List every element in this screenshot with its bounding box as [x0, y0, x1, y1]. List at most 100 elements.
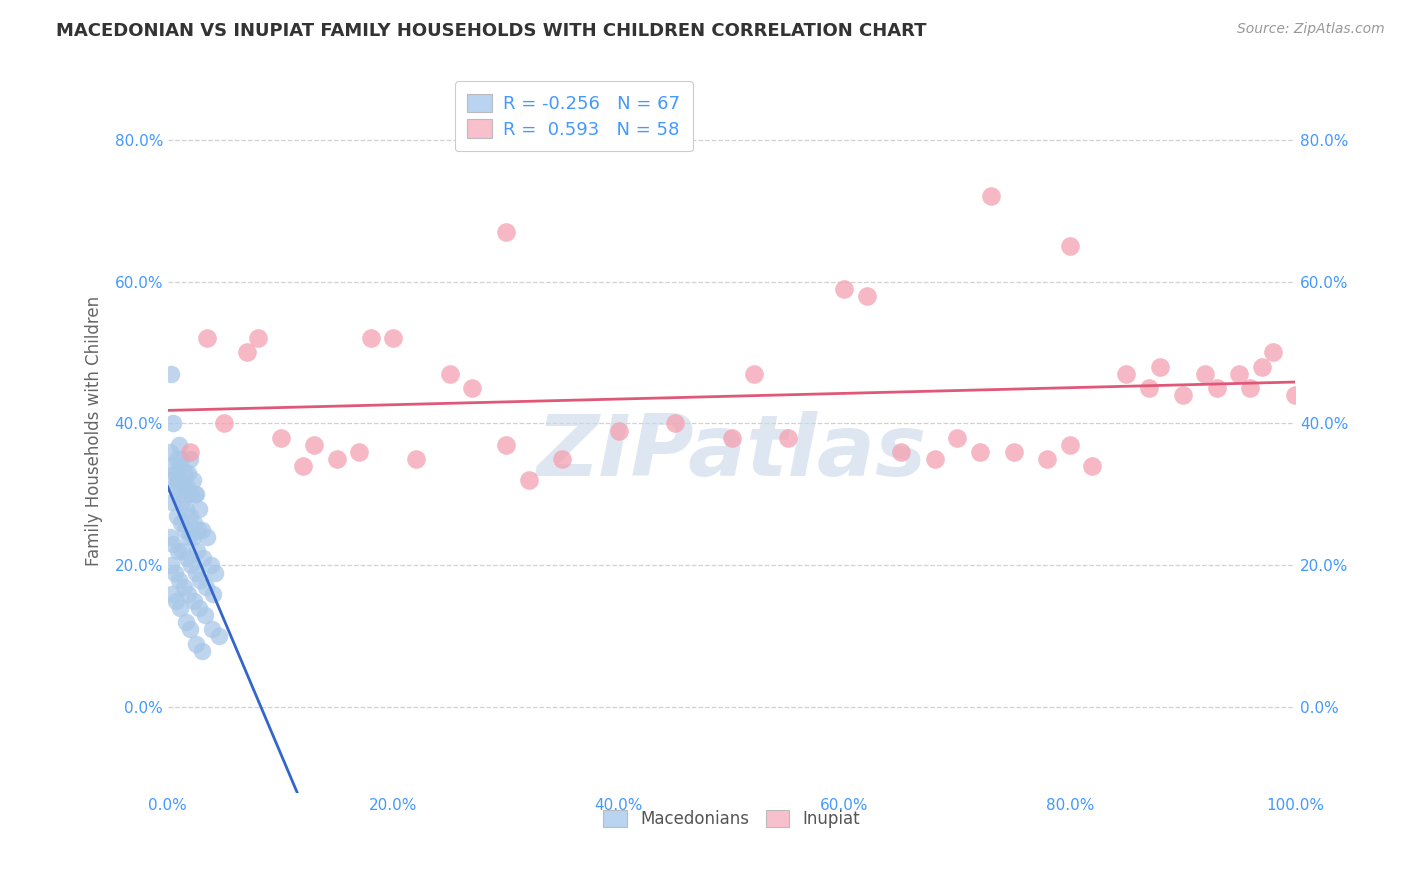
Point — [461, 381, 484, 395]
Point — [207, 630, 229, 644]
Point — [664, 417, 686, 431]
Point — [304, 438, 326, 452]
Point — [173, 466, 195, 480]
Point — [607, 424, 630, 438]
Point — [204, 566, 226, 580]
Point — [173, 480, 195, 494]
Point — [195, 331, 218, 345]
Point — [890, 445, 912, 459]
Point — [165, 594, 187, 608]
Point — [179, 508, 201, 523]
Point — [1250, 359, 1272, 374]
Point — [160, 473, 183, 487]
Point — [162, 587, 184, 601]
Point — [167, 573, 190, 587]
Point — [924, 452, 946, 467]
Point — [1194, 367, 1216, 381]
Point — [776, 431, 799, 445]
Point — [1137, 381, 1160, 395]
Point — [163, 466, 186, 480]
Point — [172, 544, 194, 558]
Point — [179, 530, 201, 544]
Point — [191, 551, 214, 566]
Point — [235, 345, 257, 359]
Point — [159, 530, 181, 544]
Point — [720, 431, 742, 445]
Point — [1227, 367, 1250, 381]
Point — [1059, 239, 1081, 253]
Point — [167, 544, 190, 558]
Point — [1081, 459, 1104, 474]
Point — [190, 523, 212, 537]
Point — [167, 438, 190, 452]
Point — [201, 587, 224, 601]
Point — [190, 573, 212, 587]
Point — [162, 494, 184, 508]
Point — [162, 417, 184, 431]
Point — [176, 480, 198, 494]
Point — [167, 473, 190, 487]
Point — [159, 445, 181, 459]
Point — [176, 551, 198, 566]
Point — [495, 225, 517, 239]
Point — [160, 558, 183, 573]
Point — [180, 487, 202, 501]
Point — [169, 601, 191, 615]
Point — [742, 367, 765, 381]
Point — [1002, 445, 1025, 459]
Point — [201, 623, 224, 637]
Point — [174, 501, 197, 516]
Point — [179, 452, 201, 467]
Point — [856, 289, 879, 303]
Point — [166, 452, 188, 467]
Point — [1171, 388, 1194, 402]
Point — [170, 516, 193, 530]
Point — [179, 445, 201, 459]
Legend: Macedonians, Inupiat: Macedonians, Inupiat — [596, 804, 866, 835]
Point — [183, 516, 205, 530]
Point — [834, 282, 856, 296]
Point — [163, 566, 186, 580]
Point — [173, 523, 195, 537]
Point — [188, 601, 211, 615]
Point — [162, 459, 184, 474]
Point — [1059, 438, 1081, 452]
Text: ZIPatlas: ZIPatlas — [537, 411, 927, 494]
Point — [173, 580, 195, 594]
Point — [169, 459, 191, 474]
Point — [439, 367, 461, 381]
Point — [349, 445, 371, 459]
Point — [980, 189, 1002, 203]
Point — [177, 587, 200, 601]
Point — [212, 417, 235, 431]
Point — [495, 438, 517, 452]
Point — [292, 459, 315, 474]
Point — [188, 501, 211, 516]
Point — [183, 594, 205, 608]
Point — [1205, 381, 1227, 395]
Point — [190, 643, 212, 657]
Point — [246, 331, 269, 345]
Point — [1261, 345, 1284, 359]
Point — [160, 367, 183, 381]
Point — [172, 494, 194, 508]
Point — [194, 608, 217, 623]
Point — [946, 431, 969, 445]
Point — [162, 537, 184, 551]
Point — [969, 445, 991, 459]
Point — [184, 487, 207, 501]
Point — [360, 331, 382, 345]
Point — [270, 431, 292, 445]
Point — [186, 544, 208, 558]
Point — [180, 558, 202, 573]
Point — [170, 452, 193, 467]
Point — [184, 636, 207, 650]
Point — [1115, 367, 1137, 381]
Point — [177, 466, 200, 480]
Point — [179, 623, 201, 637]
Point — [195, 580, 218, 594]
Text: Source: ZipAtlas.com: Source: ZipAtlas.com — [1237, 22, 1385, 37]
Point — [517, 473, 540, 487]
Point — [1149, 359, 1171, 374]
Y-axis label: Family Households with Children: Family Households with Children — [86, 295, 103, 566]
